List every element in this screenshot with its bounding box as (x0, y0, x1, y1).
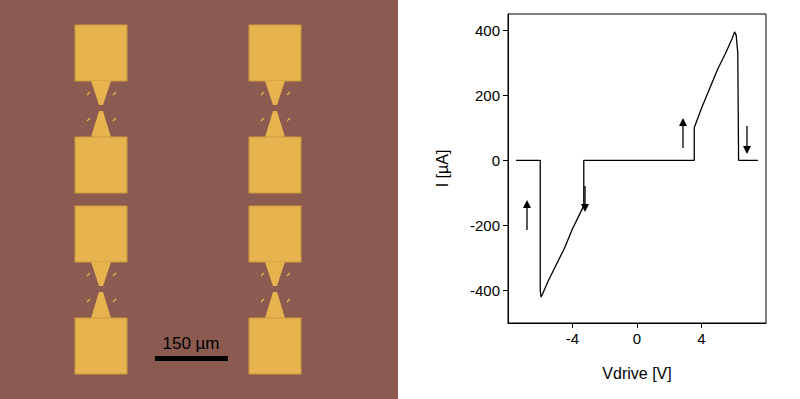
svg-text:200: 200 (475, 87, 500, 104)
svg-text:150 µm: 150 µm (162, 334, 219, 353)
svg-text:-200: -200 (470, 217, 500, 234)
svg-text:400: 400 (475, 22, 500, 39)
svg-text:4: 4 (697, 330, 705, 347)
svg-text:I [µA]: I [µA] (434, 150, 451, 188)
svg-text:0: 0 (633, 330, 641, 347)
svg-text:-4: -4 (566, 330, 579, 347)
svg-text:-400: -400 (470, 282, 500, 299)
svg-text:0: 0 (492, 152, 500, 169)
svg-text:Vdrive [V]: Vdrive [V] (602, 365, 671, 382)
